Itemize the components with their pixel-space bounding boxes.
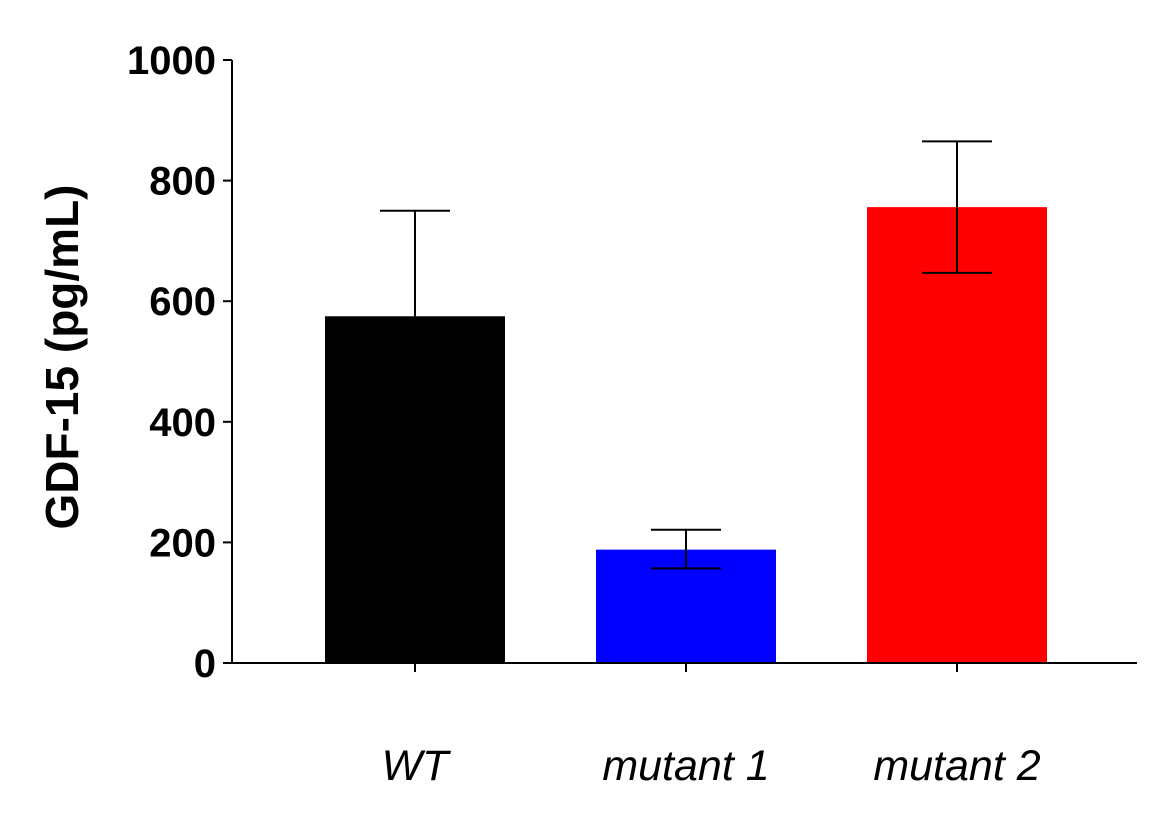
y-tick-label-1: 200 [149, 521, 216, 565]
x-tick-label-1: mutant 1 [602, 742, 769, 790]
y-axis-title: GDF-15 (pg/mL) [36, 185, 88, 530]
bar-2 [867, 207, 1047, 663]
bar-0 [325, 316, 505, 663]
y-ticks-layer: 0 200 400 600 800 1000 [127, 39, 232, 686]
error-bars-layer [380, 140, 992, 570]
x-ticks-layer: WT mutant 1 mutant 2 [382, 663, 1041, 790]
y-tick-label-3: 600 [149, 280, 216, 324]
x-tick-label-0: WT [382, 742, 452, 790]
y-tick-label-4: 800 [149, 160, 216, 204]
bars-layer [325, 207, 1047, 663]
y-tick-label-0: 0 [194, 642, 216, 686]
x-tick-label-2: mutant 2 [873, 742, 1040, 790]
y-tick-label-2: 400 [149, 401, 216, 445]
y-tick-label-5: 1000 [127, 39, 216, 83]
axes-layer [231, 60, 1137, 664]
